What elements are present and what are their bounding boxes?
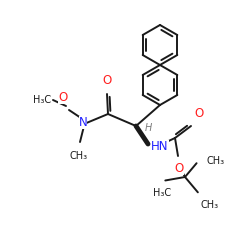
- Text: O: O: [58, 91, 68, 104]
- Text: N: N: [78, 116, 88, 128]
- Text: O: O: [174, 162, 184, 175]
- Text: H₃C: H₃C: [33, 95, 51, 105]
- Text: CH₃: CH₃: [201, 200, 219, 210]
- Text: HN: HN: [151, 140, 168, 152]
- Text: H: H: [145, 123, 152, 133]
- Text: O: O: [102, 74, 112, 87]
- Text: O: O: [194, 107, 203, 120]
- Text: H₃C: H₃C: [153, 188, 171, 198]
- Text: CH₃: CH₃: [70, 151, 88, 161]
- Text: CH₃: CH₃: [206, 156, 225, 166]
